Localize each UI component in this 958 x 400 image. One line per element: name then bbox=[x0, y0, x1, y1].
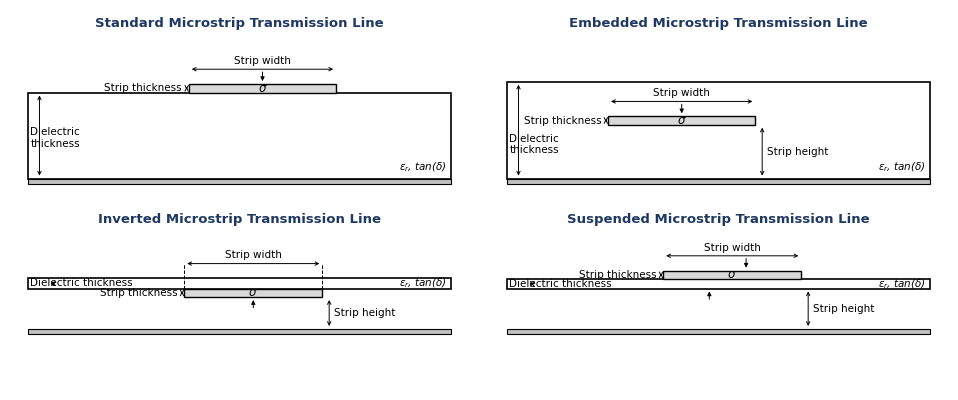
Text: Strip thickness: Strip thickness bbox=[579, 270, 656, 280]
Bar bbox=[28, 329, 451, 334]
Bar bbox=[28, 278, 451, 288]
Text: $\varepsilon_r$, tan($\delta$): $\varepsilon_r$, tan($\delta$) bbox=[399, 277, 446, 290]
Bar bbox=[507, 329, 930, 334]
Bar bbox=[608, 116, 755, 125]
Text: Strip width: Strip width bbox=[653, 88, 710, 98]
Bar bbox=[28, 178, 451, 184]
Text: Dielectric thickness: Dielectric thickness bbox=[31, 278, 133, 288]
Bar bbox=[189, 84, 336, 92]
Bar bbox=[507, 82, 930, 178]
Text: Strip width: Strip width bbox=[225, 250, 282, 260]
Bar bbox=[28, 92, 451, 178]
Bar bbox=[507, 279, 930, 288]
Text: Strip width: Strip width bbox=[234, 56, 291, 66]
Text: Strip thickness: Strip thickness bbox=[100, 288, 177, 298]
Text: Suspended Microstrip Transmission Line: Suspended Microstrip Transmission Line bbox=[567, 213, 870, 226]
Bar bbox=[507, 178, 930, 184]
Bar bbox=[184, 288, 322, 297]
Text: Standard Microstrip Transmission Line: Standard Microstrip Transmission Line bbox=[95, 17, 384, 30]
Text: Dielectric
thickness: Dielectric thickness bbox=[510, 134, 559, 156]
Text: $\varepsilon_r$, tan($\delta$): $\varepsilon_r$, tan($\delta$) bbox=[399, 161, 446, 174]
Text: Inverted Microstrip Transmission Line: Inverted Microstrip Transmission Line bbox=[98, 213, 381, 226]
Text: Strip thickness: Strip thickness bbox=[104, 83, 182, 93]
Bar bbox=[663, 270, 801, 279]
Text: Strip height: Strip height bbox=[766, 147, 828, 157]
Text: $\varepsilon_r$, tan($\delta$): $\varepsilon_r$, tan($\delta$) bbox=[878, 161, 925, 174]
Text: $\sigma$: $\sigma$ bbox=[677, 114, 687, 127]
Text: Strip height: Strip height bbox=[812, 304, 874, 314]
Text: Strip width: Strip width bbox=[704, 242, 761, 252]
Text: $\sigma$: $\sigma$ bbox=[248, 286, 258, 299]
Text: Strip thickness: Strip thickness bbox=[524, 116, 602, 126]
Text: Dielectric thickness: Dielectric thickness bbox=[510, 279, 612, 289]
Text: Strip height: Strip height bbox=[333, 308, 395, 318]
Text: $\sigma$: $\sigma$ bbox=[258, 82, 267, 95]
Text: $\sigma$: $\sigma$ bbox=[727, 268, 737, 281]
Text: $\varepsilon_r$, tan($\delta$): $\varepsilon_r$, tan($\delta$) bbox=[878, 277, 925, 291]
Text: Embedded Microstrip Transmission Line: Embedded Microstrip Transmission Line bbox=[569, 17, 868, 30]
Text: Dielectric
thickness: Dielectric thickness bbox=[31, 128, 80, 149]
